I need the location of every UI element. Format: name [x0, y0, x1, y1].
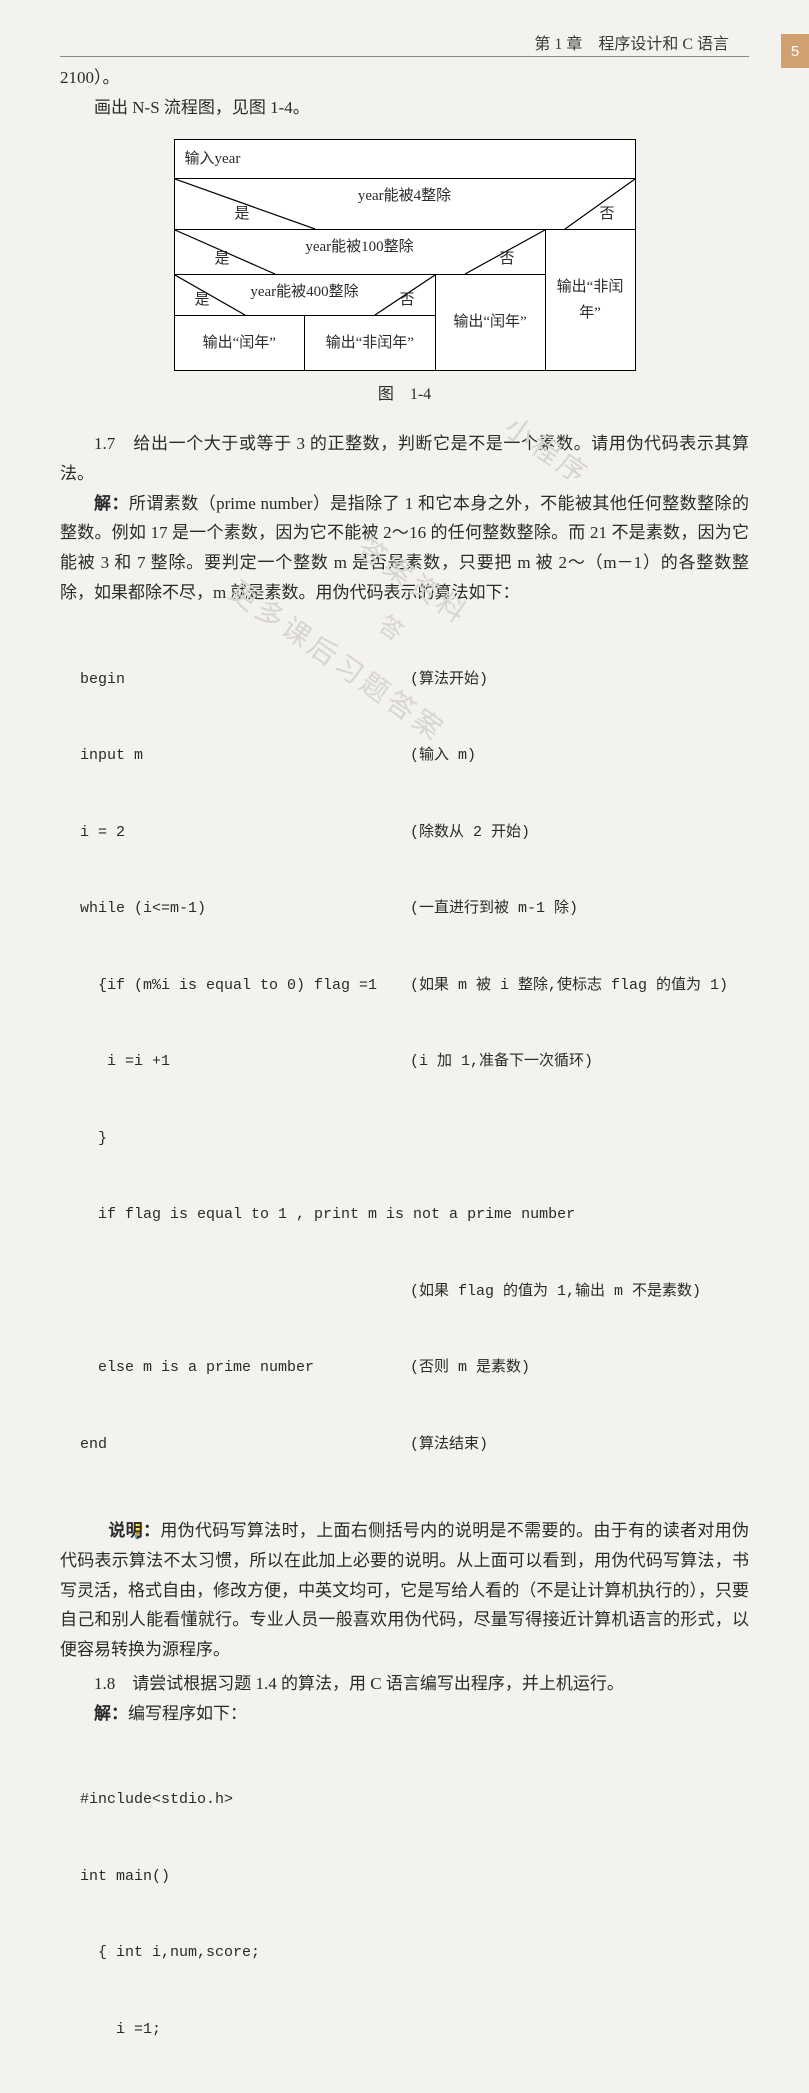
body: 2100）。 画出 N-S 流程图，见图 1-4。 输入year year能被4… [60, 63, 749, 2093]
pseudo-l8: if flag is equal to 1 , print m is not a… [80, 1202, 575, 1228]
c-code-block: #include<stdio.h> int main() { int i,num… [80, 1736, 749, 2093]
pseudo-l1: begin [80, 667, 410, 693]
pseudo-l6: i =i +1 [80, 1049, 410, 1075]
c-line-2: int main() [80, 1864, 749, 1890]
pseudo-r1: (算法开始) [410, 667, 749, 693]
pseudo-l8b [80, 1279, 410, 1305]
q17-solution: 解：所谓素数（prime number）是指除了 1 和它本身之外，不能被其他任… [60, 489, 749, 608]
ns-leaf-leap-2: 输出“闰年” [436, 275, 545, 370]
solution-label-2: 解： [94, 1704, 128, 1723]
pseudo-r4: (一直进行到被 m-1 除) [410, 896, 749, 922]
page: 5 第 1 章 程序设计和 C 语言 小程序 答案资料 更多课后习题答案 答 2… [0, 0, 809, 1232]
pseudo-l4: while (i<=m-1) [80, 896, 410, 922]
ns-cond1-yes-branch: year能被100整除 是 否 [175, 230, 546, 370]
ns-cond1-yes: 是 [235, 201, 250, 227]
pseudo-r2: (输入 m) [410, 743, 749, 769]
ns-cond1: year能被4整除 是 否 [175, 178, 635, 370]
pseudo-l2: input m [80, 743, 410, 769]
pseudo-r10: (算法结束) [410, 1432, 749, 1458]
pseudo-l10: end [80, 1432, 410, 1458]
note-label: 说明： [108, 1521, 160, 1540]
ns-cond2-yes-branch: year能被400整除 是 否 输出“闰年” 输出“非闰年” [175, 275, 436, 370]
q17-solution-body: 所谓素数（prime number）是指除了 1 和它本身之外，不能被其他任何整… [60, 494, 749, 602]
q18-solution: 解：编写程序如下： [60, 1699, 749, 1729]
pseudo-l3: i = 2 [80, 820, 410, 846]
chapter-title: 第 1 章 程序设计和 C 语言 [534, 36, 729, 53]
page-number: 5 [791, 43, 799, 60]
page-number-tab: 5 [781, 34, 809, 68]
pseudo-r7 [410, 1126, 749, 1152]
c-line-1: #include<stdio.h> [80, 1787, 749, 1813]
ns-cond3-label: year能被400整除 [175, 279, 435, 305]
ns-cond2-label: year能被100整除 [175, 234, 545, 260]
bulb-icon: 💡 [94, 1519, 108, 1545]
ns-cond1-no: 否 [599, 201, 614, 227]
solution-label: 解： [94, 494, 129, 513]
intro-line-2: 画出 N-S 流程图，见图 1-4。 [60, 93, 749, 123]
ns-cond3-no: 否 [399, 287, 414, 313]
ns-leaf-notleap-2: 输出“非闰年” [546, 230, 635, 370]
ns-cond3-yes: 是 [195, 287, 210, 313]
pseudo-r8b: (如果 flag 的值为 1,输出 m 不是素数) [410, 1279, 749, 1305]
ns-cond3: year能被400整除 是 否 输出“闰年” 输出“非闰年” [175, 275, 435, 370]
pseudo-r3: (除数从 2 开始) [410, 820, 749, 846]
figure-caption: 图 1-4 [60, 381, 749, 409]
q18-solution-body: 编写程序如下： [128, 1704, 247, 1723]
pseudo-r6: (i 加 1,准备下一次循环) [410, 1049, 749, 1075]
c-line-4: i =1; [80, 2017, 749, 2043]
pseudocode-block: begin(算法开始) input m(输入 m) i = 2(除数从 2 开始… [80, 616, 749, 1509]
ns-input-row: 输入year [175, 140, 635, 178]
intro-line-1: 2100）。 [60, 63, 749, 93]
note-body: 用伪代码写算法时，上面右侧括号内的说明是不需要的。由于有的读者对用伪代码表示算法… [60, 1521, 749, 1659]
ns-leaf-leap-1: 输出“闰年” [175, 316, 306, 370]
note-paragraph: 💡说明：用伪代码写算法时，上面右侧括号内的说明是不需要的。由于有的读者对用伪代码… [60, 1516, 749, 1665]
page-header: 第 1 章 程序设计和 C 语言 [60, 30, 749, 57]
ns-cond2-yes: 是 [215, 246, 230, 272]
ns-cond2-no: 否 [499, 246, 514, 272]
ns-cond2: year能被100整除 是 否 [175, 230, 545, 370]
ns-leaf-notleap-1: 输出“非闰年” [305, 316, 435, 370]
pseudo-l7: } [80, 1126, 410, 1152]
q18-prompt: 1.8 请尝试根据习题 1.4 的算法，用 C 语言编写出程序，并上机运行。 [60, 1669, 749, 1699]
q17-prompt: 1.7 给出一个大于或等于 3 的正整数，判断它是不是一个素数。请用伪代码表示其… [60, 429, 749, 489]
pseudo-l5: {if (m%i is equal to 0) flag =1 [80, 973, 410, 999]
c-line-3: { int i,num,score; [80, 1940, 749, 1966]
pseudo-r5: (如果 m 被 i 整除,使标志 flag 的值为 1) [410, 973, 749, 999]
pseudo-r9: (否则 m 是素数) [410, 1355, 749, 1381]
header-rule [60, 56, 749, 57]
pseudo-l9: else m is a prime number [80, 1355, 410, 1381]
ns-diagram: 输入year year能被4整除 是 否 [174, 139, 636, 372]
